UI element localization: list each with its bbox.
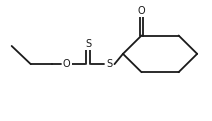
Text: O: O	[138, 6, 145, 16]
Text: S: S	[106, 59, 112, 69]
Text: O: O	[63, 59, 71, 69]
Text: S: S	[85, 39, 91, 49]
